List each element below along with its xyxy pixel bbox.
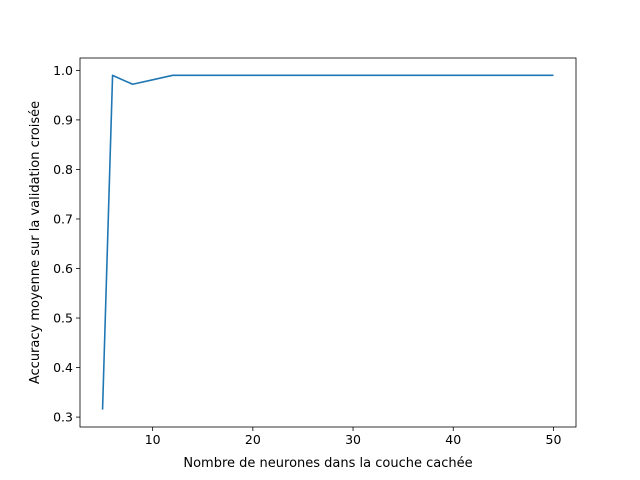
y-tick-label: 0.7 <box>53 211 73 226</box>
y-tick-label: 0.8 <box>53 162 73 177</box>
y-tick-label: 0.6 <box>53 261 73 276</box>
y-tick-label: 0.5 <box>53 311 73 326</box>
x-tick-label: 40 <box>445 432 461 447</box>
x-tick-label: 10 <box>145 432 161 447</box>
series-line-0 <box>101 74 554 410</box>
y-axis-label: Accuracy moyenne sur la validation crois… <box>28 101 43 384</box>
x-tick-label: 30 <box>345 432 361 447</box>
y-tick-label: 0.3 <box>53 410 73 425</box>
x-axis-label: Nombre de neurones dans la couche cachée <box>183 456 472 471</box>
y-tick-label: 0.4 <box>53 360 73 375</box>
y-tick-label: 1.0 <box>53 63 73 78</box>
y-axis-ticks: 0.3 0.4 0.5 0.6 0.7 0.8 0.9 1.0 <box>53 63 80 425</box>
series-layer <box>101 74 554 410</box>
y-tick-label: 0.9 <box>53 112 73 127</box>
x-axis-ticks: 10 20 30 40 50 <box>145 427 562 447</box>
x-tick-label: 20 <box>245 432 261 447</box>
x-tick-label: 50 <box>546 432 562 447</box>
plot-frame <box>79 57 577 428</box>
